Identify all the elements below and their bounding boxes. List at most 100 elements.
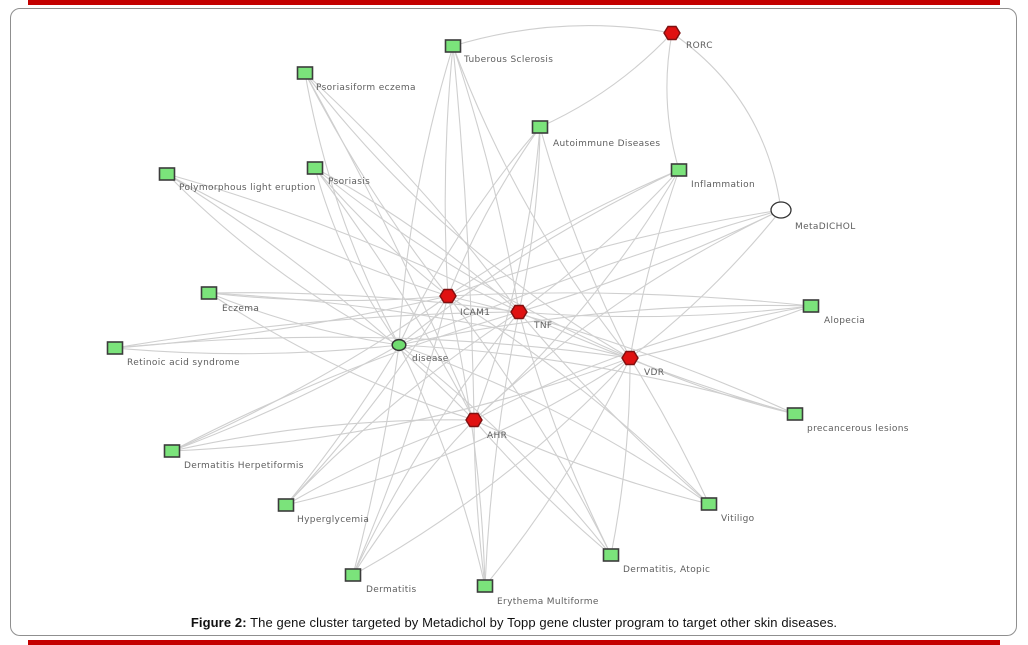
node-tuberous-sclerosis[interactable] (444, 39, 462, 53)
edge-psoriasis--ahr (314, 167, 475, 421)
node-vdr[interactable] (621, 350, 639, 366)
edge-alopecia--vdr (629, 305, 812, 359)
node-hyperglycemia[interactable] (277, 498, 295, 512)
edge-inflammation--icam1 (447, 169, 680, 297)
edge-metadichol--disease (398, 209, 782, 346)
edge-vitiligo--disease (398, 344, 710, 505)
node-inflammation[interactable] (670, 163, 688, 177)
edge-erythema-multiforme--ahr (473, 419, 486, 587)
node-label-eczema: Eczema (222, 304, 259, 314)
node-polymorphous-light-eruption[interactable] (158, 167, 176, 181)
edge-tuberous-sclerosis--ahr (452, 45, 475, 421)
edge-erythema-multiforme--tnf (484, 311, 520, 587)
edge-precancerous-lesions--tnf (518, 311, 796, 415)
node-label-vdr: VDR (644, 368, 664, 378)
node-label-vitiligo: Vitiligo (721, 514, 755, 524)
edge-alopecia--tnf (518, 305, 812, 318)
node-tnf[interactable] (510, 304, 528, 320)
edge-retinoic-acid-syndrome--disease (114, 344, 400, 355)
edge-psoriasiform-eczema--disease (304, 72, 400, 346)
node-vitiligo[interactable] (700, 497, 718, 511)
node-dermatitis-herpetiformis[interactable] (163, 444, 181, 458)
edge-dermatitis--disease (352, 344, 400, 576)
bottom-red-strip (28, 640, 1000, 645)
node-label-metadichol: MetaDICHOL (795, 222, 856, 232)
edge-psoriasiform-eczema--vdr (304, 72, 631, 359)
node-disease[interactable] (391, 338, 407, 352)
edge-eczema--icam1 (208, 292, 449, 302)
node-psoriasiform-eczema[interactable] (296, 66, 314, 80)
node-label-polymorphous-light-eruption: Polymorphous light eruption (179, 183, 316, 193)
node-autoimmune-diseases[interactable] (531, 120, 549, 134)
node-label-precancerous-lesions: precancerous lesions (807, 424, 909, 434)
edge-hyperglycemia--disease (285, 344, 400, 506)
edge-dermatitis--icam1 (352, 295, 449, 576)
edge-dermatitis-atopic--tnf (518, 311, 612, 556)
node-eczema[interactable] (200, 286, 218, 300)
edge-metadichol--vdr (629, 209, 782, 359)
edge-dermatitis-herpetiformis--ahr (171, 419, 475, 452)
node-label-dermatitis-herpetiformis: Dermatitis Herpetiformis (184, 461, 304, 471)
edge-polymorphous-light-eruption--disease (166, 173, 400, 346)
edge-erythema-multiforme--disease (398, 344, 486, 587)
node-label-dermatitis: Dermatitis (366, 585, 417, 595)
edge-hyperglycemia--ahr (285, 419, 475, 506)
edge-hyperglycemia--tnf (285, 311, 520, 506)
node-label-ahr: AHR (487, 431, 507, 441)
node-erythema-multiforme[interactable] (476, 579, 494, 593)
node-label-tuberous-sclerosis: Tuberous Sclerosis (463, 55, 553, 65)
node-label-disease: disease (412, 354, 449, 364)
edge-tuberous-sclerosis--rorc (452, 25, 673, 47)
node-label-erythema-multiforme: Erythema Multiforme (497, 597, 599, 607)
node-label-dermatitis-atopic: Dermatitis, Atopic (623, 565, 710, 575)
node-dermatitis-atopic[interactable] (602, 548, 620, 562)
edge-inflammation--vdr (629, 169, 680, 359)
edge-psoriasiform-eczema--icam1 (304, 72, 449, 297)
edge-vitiligo--ahr (473, 419, 710, 505)
node-label-hyperglycemia: Hyperglycemia (297, 515, 369, 525)
node-icam1[interactable] (439, 288, 457, 304)
edge-dermatitis-atopic--vdr (610, 357, 631, 556)
edge-psoriasis--vdr (314, 167, 631, 359)
node-psoriasis[interactable] (306, 161, 324, 175)
figure-caption-label: Figure 2: (190, 615, 247, 630)
edge-metadichol--tnf (518, 209, 782, 313)
node-alopecia[interactable] (802, 299, 820, 313)
edge-vitiligo--icam1 (447, 295, 710, 505)
node-metadichol[interactable] (770, 201, 792, 219)
edge-psoriasiform-eczema--ahr (304, 72, 475, 421)
edge-hyperglycemia--icam1 (285, 295, 449, 506)
edge-alopecia--icam1 (447, 292, 812, 307)
edge-tuberous-sclerosis--vdr (452, 45, 631, 359)
edge-inflammation--rorc (666, 32, 680, 171)
edge-autoimmune-diseases--tnf (518, 126, 541, 313)
edge-retinoic-acid-syndrome--tnf (114, 311, 520, 349)
node-retinoic-acid-syndrome[interactable] (106, 341, 124, 355)
edge-tuberous-sclerosis--disease (398, 45, 454, 346)
edge-precancerous-lesions--icam1 (447, 295, 796, 415)
node-precancerous-lesions[interactable] (786, 407, 804, 421)
edge-vitiligo--tnf (518, 311, 710, 505)
edge-dermatitis-herpetiformis--vdr (171, 357, 631, 452)
node-ahr[interactable] (465, 412, 483, 428)
edge-eczema--disease (208, 292, 400, 346)
edge-autoimmune-diseases--ahr (473, 126, 541, 421)
edge-inflammation--tnf (518, 169, 680, 313)
edge-precancerous-lesions--disease (398, 344, 796, 415)
edge-metadichol--icam1 (447, 209, 782, 297)
edge-dermatitis-atopic--icam1 (447, 295, 612, 556)
node-label-psoriasiform-eczema: Psoriasiform eczema (316, 83, 416, 93)
figure-panel (10, 8, 1017, 636)
node-rorc[interactable] (663, 25, 681, 41)
edge-tuberous-sclerosis--tnf (452, 45, 520, 313)
edge-metadichol--ahr (473, 209, 782, 421)
edge-erythema-multiforme--vdr (484, 357, 631, 587)
node-dermatitis[interactable] (344, 568, 362, 582)
top-red-strip (28, 0, 1000, 5)
edge-tuberous-sclerosis--icam1 (444, 45, 454, 297)
edge-eczema--tnf (208, 292, 520, 313)
node-label-psoriasis: Psoriasis (328, 177, 370, 187)
edge-eczema--ahr (208, 292, 475, 421)
edge-dermatitis-atopic--disease (398, 344, 612, 556)
